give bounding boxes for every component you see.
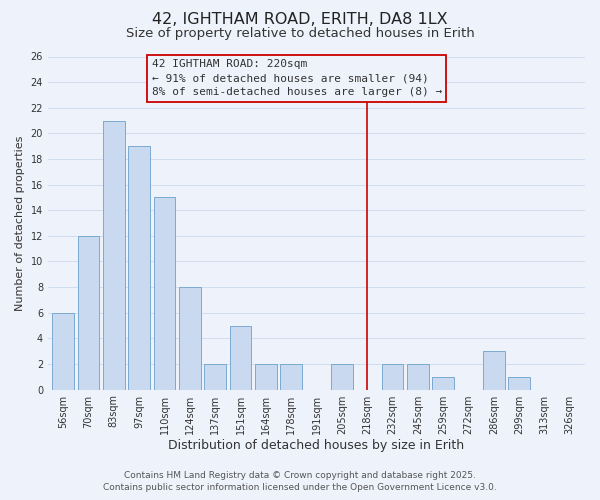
Y-axis label: Number of detached properties: Number of detached properties: [15, 136, 25, 310]
Bar: [433, 377, 454, 390]
Bar: [255, 364, 277, 390]
Text: Contains HM Land Registry data © Crown copyright and database right 2025.
Contai: Contains HM Land Registry data © Crown c…: [103, 471, 497, 492]
Bar: [382, 364, 403, 390]
Bar: [407, 364, 428, 390]
Bar: [179, 287, 200, 390]
Bar: [230, 326, 251, 390]
Bar: [205, 364, 226, 390]
Text: 42 IGHTHAM ROAD: 220sqm
← 91% of detached houses are smaller (94)
8% of semi-det: 42 IGHTHAM ROAD: 220sqm ← 91% of detache…: [152, 59, 442, 97]
Text: 42, IGHTHAM ROAD, ERITH, DA8 1LX: 42, IGHTHAM ROAD, ERITH, DA8 1LX: [152, 12, 448, 28]
Text: Size of property relative to detached houses in Erith: Size of property relative to detached ho…: [125, 28, 475, 40]
Bar: [128, 146, 150, 390]
Bar: [103, 120, 125, 390]
Bar: [77, 236, 99, 390]
Bar: [483, 351, 505, 390]
Bar: [331, 364, 353, 390]
Bar: [508, 377, 530, 390]
X-axis label: Distribution of detached houses by size in Erith: Distribution of detached houses by size …: [169, 440, 464, 452]
Bar: [52, 312, 74, 390]
Bar: [154, 198, 175, 390]
Bar: [280, 364, 302, 390]
